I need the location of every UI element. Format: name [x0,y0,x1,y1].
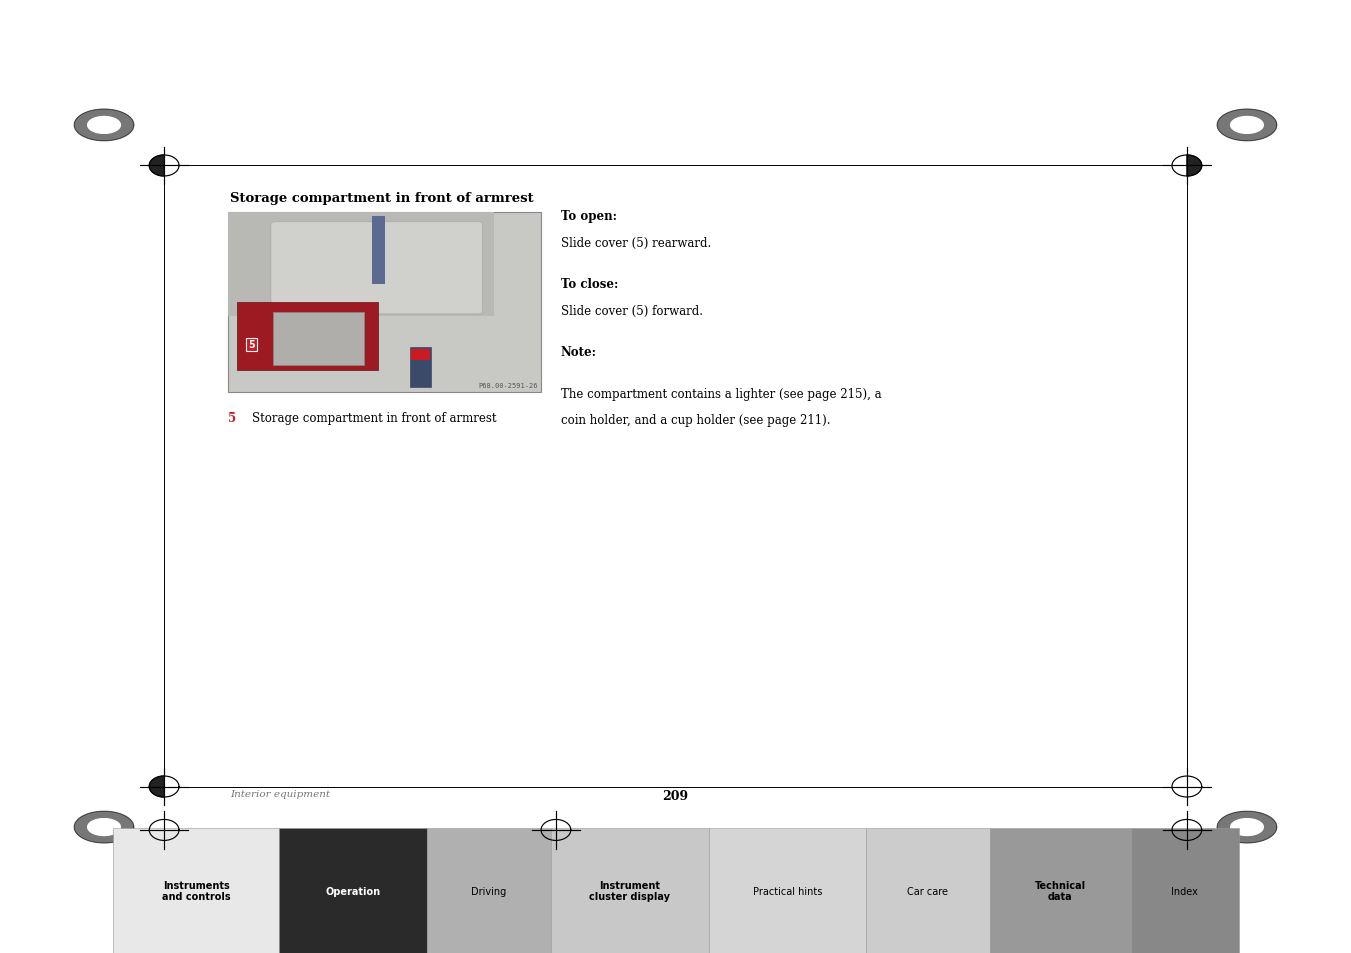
Text: Technical
data: Technical data [1035,880,1086,902]
Polygon shape [88,819,120,836]
Text: Slide cover (5) forward.: Slide cover (5) forward. [561,305,703,317]
Text: Slide cover (5) rearward.: Slide cover (5) rearward. [561,236,711,250]
Polygon shape [1217,812,1277,842]
Bar [990,828,1131,953]
Bar [708,828,866,953]
Bar [411,350,430,360]
Polygon shape [74,111,134,141]
Text: 209: 209 [662,789,689,802]
Bar [866,828,990,953]
Text: Note:: Note: [561,346,597,359]
Bar [273,313,365,366]
Text: To close:: To close: [561,278,617,291]
Bar [551,828,708,953]
Text: Car care: Car care [908,885,948,896]
Bar [427,828,551,953]
Text: Storage compartment in front of armrest: Storage compartment in front of armrest [230,192,534,205]
Text: Storage compartment in front of armrest: Storage compartment in front of armrest [253,412,497,425]
Text: 5: 5 [249,340,255,350]
Polygon shape [1231,819,1263,836]
Text: Practical hints: Practical hints [753,885,821,896]
Polygon shape [74,812,134,842]
Text: Index: Index [1171,885,1198,896]
Polygon shape [150,776,165,797]
Bar [113,828,280,953]
Text: The compartment contains a lighter (see page 215), a: The compartment contains a lighter (see … [561,387,881,400]
Polygon shape [1231,117,1263,134]
Bar [409,348,431,387]
Bar [1131,828,1239,953]
Bar [238,303,378,371]
Polygon shape [150,155,165,177]
Bar [372,216,385,285]
Bar [280,828,427,953]
Text: Operation: Operation [326,885,381,896]
Polygon shape [1217,111,1277,141]
Bar [228,213,540,393]
Polygon shape [1186,155,1201,177]
Text: coin holder, and a cup holder (see page 211).: coin holder, and a cup holder (see page … [561,414,830,427]
Text: To open:: To open: [561,210,616,223]
Text: Interior equipment: Interior equipment [230,789,330,799]
Text: Instruments
and controls: Instruments and controls [162,880,231,902]
Text: 5: 5 [228,412,236,425]
Bar [228,213,494,317]
Text: Driving: Driving [471,885,507,896]
Text: P68.00-2591-26: P68.00-2591-26 [478,383,538,389]
FancyBboxPatch shape [272,222,482,314]
Text: Instrument
cluster display: Instrument cluster display [589,880,670,902]
Polygon shape [88,117,120,134]
